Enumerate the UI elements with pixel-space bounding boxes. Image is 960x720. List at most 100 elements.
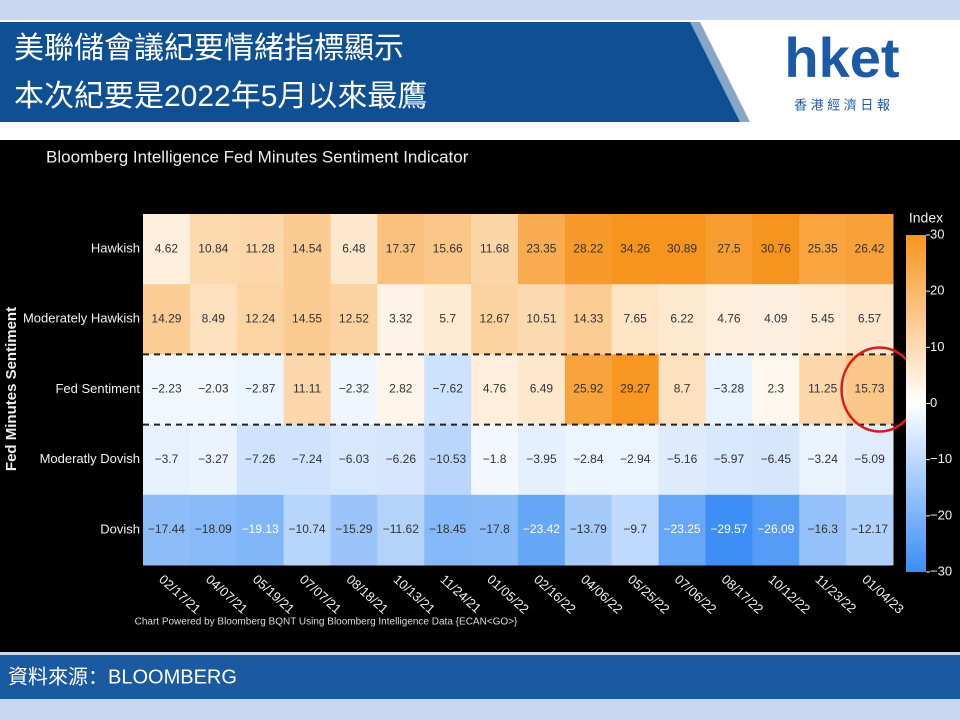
heatmap-cell [377, 284, 425, 355]
cell-label: 6.49 [530, 382, 554, 396]
heatmap-cell [283, 424, 331, 496]
cell-label: −13.79 [570, 522, 607, 536]
cell-label: 6.22 [670, 311, 694, 325]
cell-label: −15.29 [335, 522, 372, 536]
heatmap-cell [330, 214, 378, 285]
cell-label: 4.09 [764, 311, 788, 325]
cell-label: −6.03 [339, 452, 370, 466]
colorbar-tick-label: 20 [930, 283, 944, 298]
cell-label: 25.92 [573, 382, 603, 396]
cell-label: −2.32 [339, 382, 370, 396]
heatmap-cell [143, 284, 191, 355]
cell-label: 2.3 [767, 382, 784, 396]
logo: hket [784, 26, 899, 89]
cell-label: 6.48 [342, 241, 366, 255]
cell-label: 26.42 [855, 241, 885, 255]
cell-label: −19.13 [242, 522, 279, 536]
cell-label: −3.28 [714, 382, 745, 396]
title-banner [0, 22, 740, 122]
heatmap-cell [564, 424, 613, 496]
heatmap-cell [330, 424, 378, 496]
source-bar [0, 655, 960, 699]
cell-label: −18.09 [195, 522, 232, 536]
heatmap-cell [143, 214, 191, 285]
chart-note: Chart Powered by Bloomberg BQNT Using Bl… [135, 617, 518, 628]
cell-label: 14.29 [151, 311, 181, 325]
headline: 本次紀要是2022年5月以來最鷹 [14, 80, 427, 113]
cell-label: 34.26 [620, 241, 650, 255]
cell-label: −7.62 [433, 382, 464, 396]
heatmap-cell [471, 214, 519, 285]
heatmap-cell [236, 424, 285, 496]
heatmap-cell [518, 424, 566, 496]
colorbar-tick-label: −30 [930, 563, 952, 578]
cell-label: 4.76 [483, 382, 507, 396]
colorbar-tick-label: 30 [930, 226, 944, 241]
heatmap-cell [424, 354, 472, 426]
heatmap-cell [377, 424, 425, 496]
cell-label: 8.49 [202, 311, 226, 325]
cell-label: 29.27 [620, 382, 650, 396]
heatmap-cell [143, 424, 191, 496]
heatmap-cell [189, 214, 238, 285]
cell-label: 5.45 [811, 311, 835, 325]
heatmap-cell [330, 354, 378, 426]
cell-label: −2.23 [151, 382, 182, 396]
cell-label: 14.54 [292, 241, 322, 255]
heatmap-cell [189, 284, 238, 355]
heatmap-cell [799, 424, 847, 496]
heatmap-cell [752, 354, 800, 426]
cell-label: 28.22 [573, 241, 603, 255]
logo-sub: 香 港 經 濟 日 報 [794, 97, 890, 112]
heatmap-cell [799, 284, 847, 355]
cell-label: −1.8 [483, 452, 507, 466]
cell-label: 7.65 [624, 311, 648, 325]
cell-label: −2.87 [245, 382, 276, 396]
cell-label: 25.35 [808, 241, 838, 255]
heatmap-cell [236, 284, 285, 355]
heatmap-cell [611, 494, 660, 566]
cell-label: −3.7 [155, 452, 179, 466]
y-tick-label: Moderatly Dovish [40, 451, 140, 466]
heatmap-cell [471, 494, 519, 566]
cell-label: 12.52 [339, 311, 369, 325]
cell-label: −2.84 [573, 452, 604, 466]
cell-label: 17.37 [386, 241, 416, 255]
heatmap-cell [283, 284, 331, 355]
heatmap-cell [611, 424, 660, 496]
banner-stripe [680, 22, 750, 122]
heatmap-cell [705, 354, 753, 426]
colorbar-tick-label: −20 [930, 507, 952, 522]
cell-label: 14.33 [573, 311, 603, 325]
heatmap-cell [846, 354, 894, 426]
cell-label: 11.68 [480, 241, 509, 255]
cell-label: 23.35 [526, 241, 556, 255]
cell-label: −2.94 [620, 452, 651, 466]
heatmap-cell [799, 214, 847, 285]
cell-label: −18.45 [429, 522, 466, 536]
heatmap-cell [189, 354, 238, 426]
heatmap-cell [846, 494, 894, 566]
heatmap-cell [330, 494, 378, 566]
heatmap-cell [799, 494, 847, 566]
cell-label: 11.25 [808, 382, 837, 396]
heatmap-cell [611, 284, 660, 355]
cell-label: 6.57 [858, 311, 882, 325]
heatmap-cell [752, 424, 800, 496]
heatmap-cell [705, 494, 753, 566]
cell-label: −10.53 [429, 452, 466, 466]
heatmap-cell [705, 424, 753, 496]
cell-label: −3.27 [198, 452, 229, 466]
cell-label: 27.5 [717, 241, 741, 255]
cell-label: −5.09 [854, 452, 885, 466]
heatmap-cell [283, 494, 331, 566]
heatmap-cell [424, 494, 472, 566]
cell-label: −17.44 [148, 522, 185, 536]
cell-label: −2.03 [198, 382, 229, 396]
heatmap-cell [611, 214, 660, 285]
heatmap-cell [752, 284, 800, 355]
cell-label: 3.32 [389, 311, 413, 325]
heatmap-cell [424, 214, 472, 285]
